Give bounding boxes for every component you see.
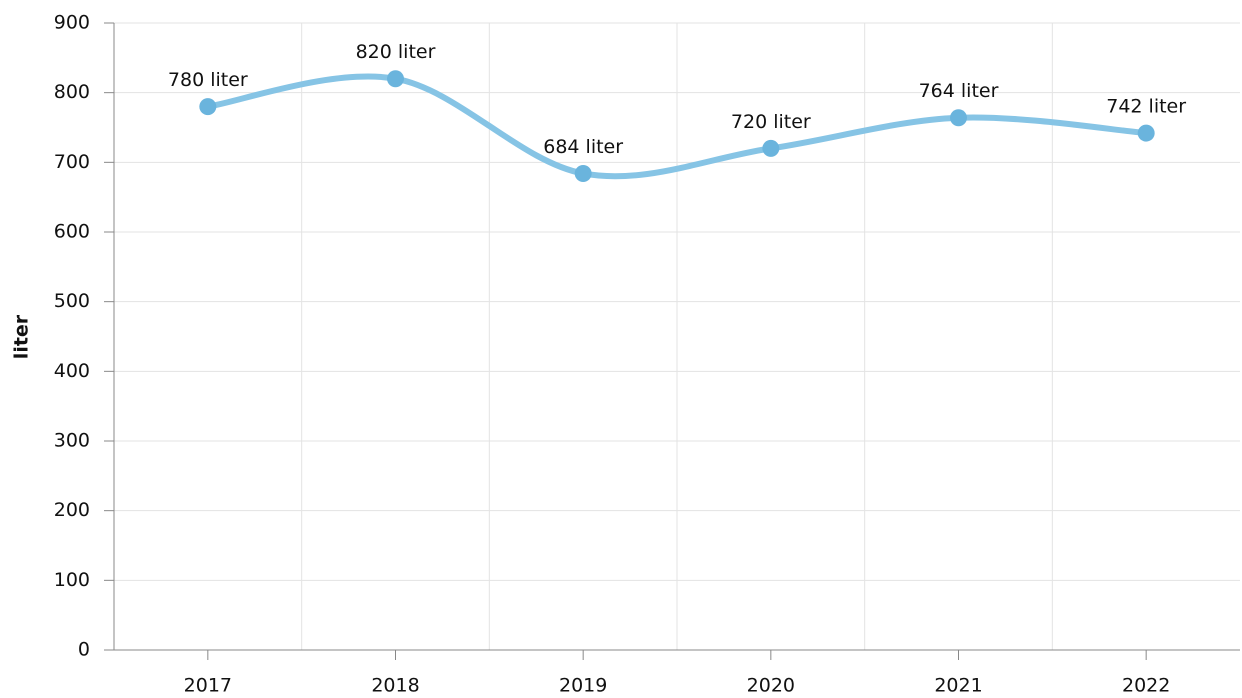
y-tick-label: 600 (54, 221, 90, 243)
x-tick-label: 2022 (1122, 675, 1170, 697)
y-tick-label: 900 (54, 12, 90, 34)
line (207, 73, 1147, 180)
y-tick-label: 700 (54, 151, 90, 173)
point (950, 109, 967, 127)
x-tick-label: 2019 (559, 675, 607, 697)
y-axis-label: liter (11, 314, 33, 359)
x-tick-label: 2017 (184, 675, 232, 697)
y-tick-label: 400 (54, 360, 90, 382)
y-tick-label: 500 (54, 290, 90, 312)
y-tick-label: 800 (54, 81, 90, 103)
y-tick-label: 200 (54, 499, 90, 521)
x-tick-label: 2018 (371, 675, 419, 697)
data-label: 742 liter (1106, 96, 1186, 118)
point (762, 139, 780, 157)
x-tick-label: 2020 (747, 675, 795, 697)
data-label: 780 liter (168, 69, 248, 91)
point (387, 70, 404, 88)
point (1137, 124, 1155, 142)
data-label: 720 liter (731, 111, 811, 133)
point (199, 98, 217, 116)
point (574, 164, 592, 182)
data-label: 820 liter (356, 41, 436, 63)
data-label: 684 liter (543, 136, 623, 158)
x-tick-label: 2021 (934, 675, 982, 697)
y-tick-label: 100 (54, 569, 90, 591)
y-tick-label: 0 (78, 639, 90, 661)
y-tick-label: 300 (54, 430, 90, 452)
data-label: 764 liter (919, 80, 999, 102)
